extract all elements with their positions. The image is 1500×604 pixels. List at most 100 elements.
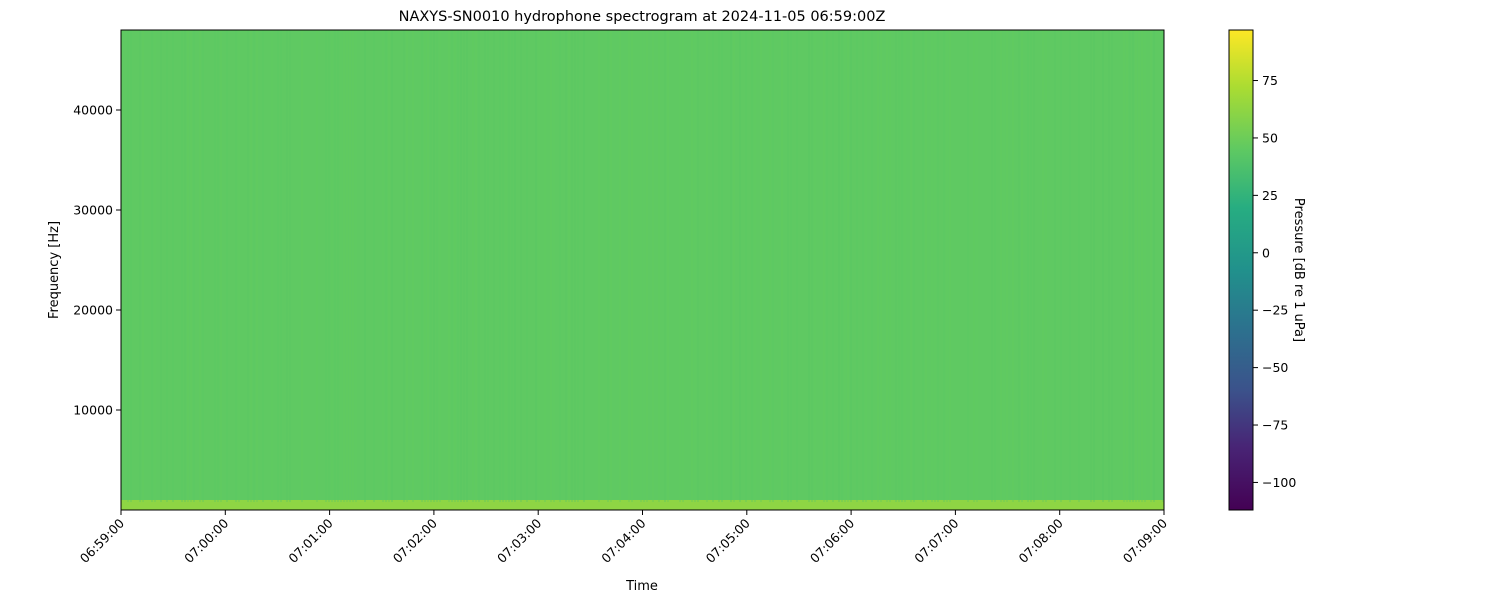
- heatmap-texture: [559, 30, 561, 502]
- heatmap-texture: [181, 30, 183, 502]
- heatmap-texture: [214, 30, 216, 502]
- heatmap-texture: [364, 30, 366, 502]
- heatmap-texture: [1069, 30, 1071, 502]
- heatmap-texture: [466, 30, 468, 502]
- heatmap-texture: [652, 30, 654, 502]
- y-tick-label: 30000: [73, 203, 113, 218]
- heatmap-texture: [577, 30, 579, 502]
- heatmap-texture: [814, 30, 816, 502]
- heatmap-texture: [382, 30, 384, 502]
- heatmap-texture: [1102, 30, 1104, 502]
- heatmap-texture: [253, 30, 255, 502]
- heatmap-texture: [898, 30, 900, 502]
- heatmap-texture: [664, 30, 666, 502]
- heatmap-texture: [847, 30, 849, 502]
- heatmap-texture: [877, 30, 879, 502]
- heatmap-texture: [931, 30, 933, 502]
- heatmap-texture: [667, 30, 669, 502]
- heatmap-texture: [421, 30, 423, 502]
- heatmap-texture: [790, 30, 792, 502]
- heatmap-texture: [349, 30, 351, 502]
- heatmap-texture: [658, 30, 660, 502]
- heatmap-texture: [343, 30, 345, 502]
- heatmap-texture: [433, 30, 435, 502]
- heatmap-texture: [760, 30, 762, 502]
- x-tick-label: 07:06:00: [807, 515, 857, 565]
- heatmap-texture: [1000, 30, 1002, 502]
- heatmap-texture: [1135, 30, 1137, 502]
- chart-title: NAXYS-SN0010 hydrophone spectrogram at 2…: [399, 9, 886, 25]
- heatmap-texture: [886, 30, 888, 502]
- heatmap-texture: [451, 30, 453, 502]
- heatmap-texture: [160, 30, 162, 502]
- colorbar-label: Pressure [dB re 1 uPa]: [1291, 198, 1306, 342]
- heatmap-texture: [646, 30, 648, 502]
- y-tick-label: 20000: [73, 303, 113, 318]
- heatmap-texture: [238, 30, 240, 502]
- heatmap-texture: [1144, 30, 1146, 502]
- heatmap-texture: [796, 30, 798, 502]
- x-axis: 06:59:00 07:00:00 07:01:00 07:02:00 07:03:00…: [77, 510, 1170, 566]
- heatmap-texture: [166, 30, 168, 502]
- y-axis: 10000 20000 30000 40000: [73, 103, 121, 418]
- heatmap-texture: [733, 30, 735, 502]
- heatmap-texture: [718, 30, 720, 502]
- heatmap-texture: [520, 30, 522, 502]
- heatmap-texture: [289, 30, 291, 502]
- heatmap-texture: [487, 30, 489, 502]
- heatmap-texture: [355, 30, 357, 502]
- heatmap-texture: [1045, 30, 1047, 502]
- heatmap-texture: [502, 30, 504, 502]
- heatmap-texture: [373, 30, 375, 502]
- heatmap-band-1: [121, 30, 1164, 500]
- heatmap-texture: [679, 30, 681, 502]
- heatmap-texture: [826, 30, 828, 502]
- heatmap-texture: [607, 30, 609, 502]
- colorbar-tick-label: −75: [1262, 418, 1288, 433]
- heatmap-texture: [130, 30, 132, 502]
- heatmap-texture: [511, 30, 513, 502]
- heatmap-texture: [856, 30, 858, 502]
- heatmap-texture: [1054, 30, 1056, 502]
- heatmap-texture: [697, 30, 699, 502]
- y-tick-label: 40000: [73, 103, 113, 118]
- heatmap-texture: [1141, 30, 1143, 502]
- heatmap-texture: [199, 30, 201, 502]
- heatmap-texture: [1090, 30, 1092, 502]
- heatmap-texture: [277, 30, 279, 502]
- heatmap-texture: [202, 30, 204, 502]
- heatmap-texture: [949, 30, 951, 502]
- heatmap-texture: [1153, 30, 1155, 502]
- heatmap-texture: [787, 30, 789, 502]
- heatmap-texture: [754, 30, 756, 502]
- heatmap-texture: [976, 30, 978, 502]
- heatmap-texture: [1123, 30, 1125, 502]
- colorbar-tick-label: −100: [1262, 475, 1296, 490]
- heatmap-texture: [682, 30, 684, 502]
- heatmap-texture: [217, 30, 219, 502]
- heatmap-texture: [1093, 30, 1095, 502]
- heatmap-texture: [922, 30, 924, 502]
- heatmap-texture: [973, 30, 975, 502]
- heatmap-texture: [499, 30, 501, 502]
- spectrogram-heatmap: [121, 30, 1164, 510]
- heatmap-texture: [430, 30, 432, 502]
- heatmap-texture: [994, 30, 996, 502]
- x-tick-label: 06:59:00: [77, 515, 127, 565]
- heatmap-texture: [457, 30, 459, 502]
- x-tick-label: 07:00:00: [181, 515, 231, 565]
- heatmap-texture: [772, 30, 774, 502]
- heatmap-texture: [262, 30, 264, 502]
- heatmap-texture: [553, 30, 555, 502]
- heatmap-texture: [325, 30, 327, 502]
- heatmap-texture: [139, 30, 141, 502]
- heatmap-texture: [187, 30, 189, 502]
- heatmap-texture: [865, 30, 867, 502]
- y-axis-label: Frequency [Hz]: [47, 221, 62, 319]
- heatmap-texture: [550, 30, 552, 502]
- heatmap-texture: [568, 30, 570, 502]
- x-tick-label: 07:08:00: [1016, 515, 1066, 565]
- heatmap-texture: [628, 30, 630, 502]
- heatmap-texture: [346, 30, 348, 502]
- heatmap-texture: [412, 30, 414, 502]
